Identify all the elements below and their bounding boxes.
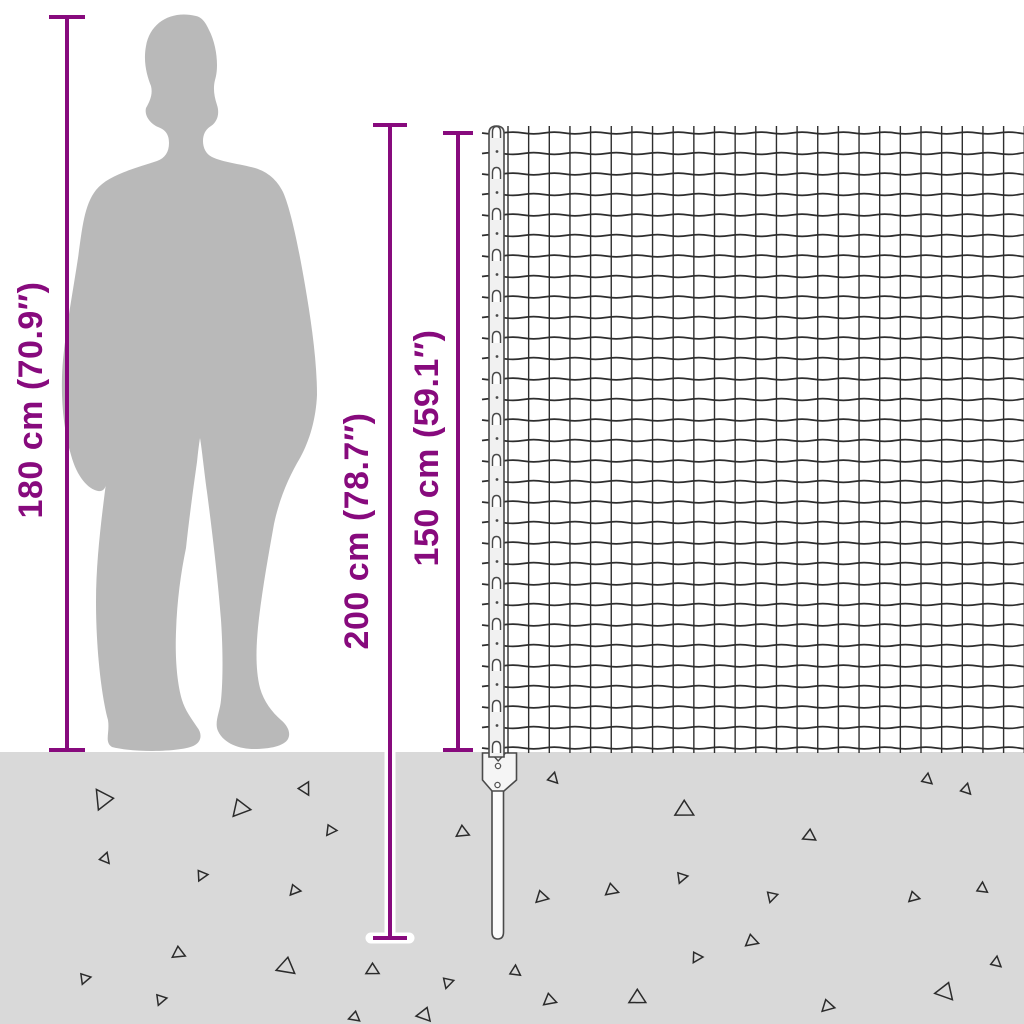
gravel-triangle-icon — [79, 972, 93, 986]
gravel-triangle-icon — [296, 780, 310, 797]
measurement-line-post-length — [365, 123, 415, 944]
gravel-triangle-icon — [959, 781, 972, 796]
gravel-triangle-icon — [95, 788, 115, 812]
gravel-triangle-icon — [801, 827, 817, 841]
gravel-triangle-icon — [673, 798, 696, 816]
gravel-triangle-icon — [455, 823, 471, 838]
gravel-triangle-icon — [442, 977, 456, 991]
gravel-triangle-icon — [744, 933, 761, 947]
gravel-triangles — [79, 770, 1003, 1023]
measurement-line-person-height — [49, 15, 85, 752]
gravel-triangle-icon — [546, 770, 559, 785]
gravel-triangle-icon — [907, 890, 922, 903]
gravel-triangle-icon — [766, 891, 780, 905]
measurement-line-fence-height — [443, 131, 473, 752]
gravel-triangle-icon — [232, 797, 253, 818]
fence-post-clips — [491, 125, 502, 753]
gravel-triangle-icon — [98, 850, 111, 865]
gravel-triangle-icon — [933, 981, 954, 1001]
dimension-label-post-length: 200 cm (78.7″) — [338, 412, 376, 650]
ground-area — [0, 752, 1024, 1024]
fence-mesh-horizontal-wires — [481, 131, 1024, 750]
fence-mesh-vertical-wires — [507, 126, 1024, 753]
dimension-label-person-height: 180 cm (70.9″) — [12, 281, 50, 519]
gravel-triangle-icon — [820, 998, 837, 1013]
gravel-triangle-icon — [534, 889, 551, 904]
person-silhouette-icon — [61, 14, 318, 751]
gravel-triangle-icon — [325, 823, 339, 837]
gravel-triangle-icon — [627, 987, 648, 1004]
gravel-triangle-icon — [155, 993, 169, 1007]
gravel-triangle-icon — [975, 880, 989, 894]
gravel-triangle-icon — [604, 882, 621, 896]
gravel-triangle-icon — [676, 871, 690, 885]
gravel-triangle-icon — [347, 1009, 361, 1022]
gravel-triangle-icon — [274, 955, 296, 975]
gravel-triangle-icon — [197, 869, 210, 883]
gravel-triangle-icon — [989, 954, 1003, 968]
gravel-triangle-icon — [920, 771, 934, 785]
gravel-triangle-icon — [542, 992, 559, 1006]
gravel-triangle-icon — [171, 944, 187, 959]
gravel-triangle-icon — [508, 963, 522, 977]
post-ground-stake — [491, 787, 505, 940]
anchor-plate-hole — [494, 762, 502, 770]
post-anchor-plate — [481, 752, 518, 792]
dimension-label-fence-height: 150 cm (59.1″) — [408, 329, 446, 567]
anchor-plate-hole — [494, 781, 501, 789]
gravel-triangle-icon — [289, 883, 303, 897]
gravel-triangle-icon — [364, 961, 381, 975]
gravel-triangle-icon — [414, 1006, 432, 1023]
gravel-triangle-icon — [692, 950, 705, 965]
